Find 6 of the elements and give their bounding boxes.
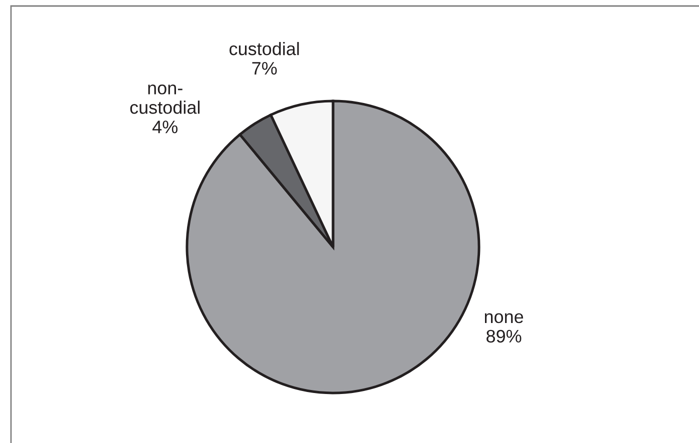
slice-label: custodial xyxy=(230,42,299,56)
data-label: 89% xyxy=(486,330,522,343)
data-label: 7% xyxy=(252,62,277,75)
slice-label: none xyxy=(484,313,524,324)
data-label: 4% xyxy=(152,120,178,134)
slice-label: non-custodial xyxy=(130,84,200,114)
